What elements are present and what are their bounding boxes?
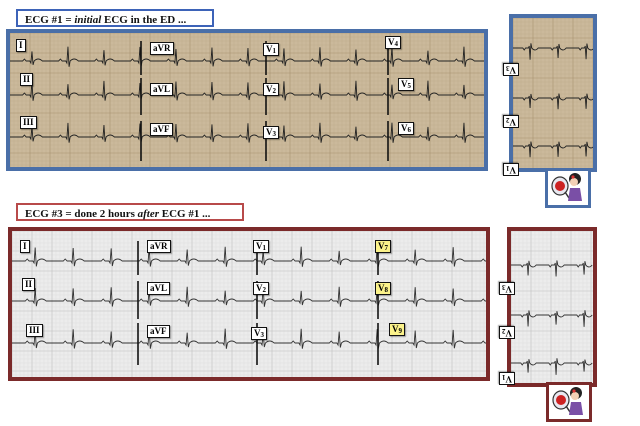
ecg1-side-lead-V2: V2 [503,115,519,128]
ecg1-side-lead-V3: V3 [503,63,519,76]
ecg3-lead-V2: V2 [253,282,269,295]
ecg1-lead-V6: V6 [398,122,414,135]
ecg1-side-lead-V1: V1 [503,163,519,176]
ecg1-lead-II: II [20,73,34,86]
mirror-cartoon-icon-2 [546,382,592,422]
ecg3-lead-aVL: aVL [147,282,171,295]
ecg1-lead-V2: V2 [263,83,279,96]
ecg3-lead-I: I [20,240,30,253]
ecg3-lead-V3: V3 [251,327,267,340]
cartoon-figure-icon [552,387,583,415]
ecg1-lead-aVF: aVF [150,123,173,136]
ecg3-lead-V8: V8 [375,282,391,295]
ecg1-title-suffix: ECG in the ED ... [101,14,187,26]
ecg1-side-tracing [509,14,597,172]
ecg3-lead-II: II [22,278,36,291]
ecg3-side-lead-V2: V2 [499,326,515,339]
ecg1-lead-aVL: aVL [150,83,174,96]
ecg1-lead-V4: V4 [385,36,401,49]
ecg1-lead-V5: V5 [398,78,414,91]
ecg1-main-tracing: I II III aVR aVL aVF V1 V2 V3 V4 V5 V6 [6,29,488,171]
cartoon-figure-icon [551,173,582,201]
mirror-cartoon-icon [545,168,591,208]
ecg3-lead-V9: V9 [389,323,405,336]
ecg3-title-suffix: ECG #1 ... [159,208,211,220]
ecg1-title-prefix: ECG #1 = [25,14,75,26]
ecg3-lead-V7: V7 [375,240,391,253]
ecg1-title-emphasis: initial [74,14,102,26]
ecg1-lead-V1: V1 [263,43,279,56]
ecg1-lead-III: III [20,116,37,129]
ecg3-title: ECG #3 = done 2 hours after ECG #1 ... [16,203,244,221]
ecg1-lead-aVR: aVR [150,42,174,55]
ecg3-title-emphasis: after [137,208,160,220]
ecg3-side-paper [511,231,593,383]
ecg1-lead-I: I [16,39,26,52]
ecg3-lead-aVF: aVF [147,325,170,338]
ecg3-lead-aVR: aVR [147,240,171,253]
ecg1-lead-V3: V3 [263,126,279,139]
ecg3-side-lead-V1: V1 [499,372,515,385]
ecg1-title: ECG #1 = initial ECG in the ED ... [16,9,214,27]
ecg3-side-lead-V3: V3 [499,282,515,295]
ecg3-lead-III: III [26,324,43,337]
ecg3-side-tracing [507,227,597,387]
ecg3-lead-V1: V1 [253,240,269,253]
ecg3-title-prefix: ECG #3 = done 2 hours [25,208,138,220]
ecg1-main-paper [10,33,484,167]
ecg3-main-tracing: I II III aVR aVL aVF V1 V2 V3 V7 V8 V9 [8,227,490,381]
ecg3-main-paper [12,231,486,377]
ecg1-side-paper [513,18,593,168]
